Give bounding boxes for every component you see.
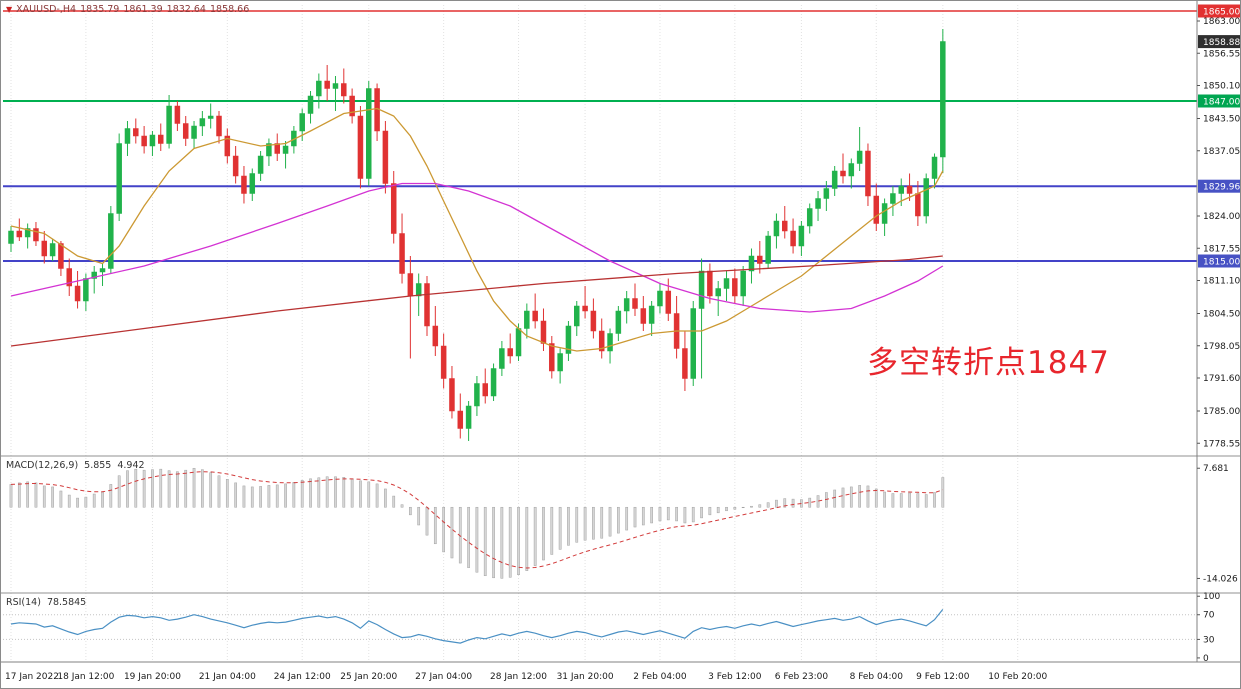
macd-name: MACD(12,26,9)	[6, 460, 79, 471]
svg-text:10 Feb 20:00: 10 Feb 20:00	[988, 672, 1047, 682]
svg-text:1863.00: 1863.00	[1203, 17, 1240, 27]
svg-text:1798.05: 1798.05	[1203, 342, 1240, 352]
svg-text:2 Feb 04:00: 2 Feb 04:00	[633, 672, 687, 682]
high-value: 1861.39	[123, 4, 163, 15]
svg-text:1837.05: 1837.05	[1203, 147, 1240, 157]
svg-text:0: 0	[1203, 654, 1209, 664]
svg-text:8 Feb 04:00: 8 Feb 04:00	[850, 672, 904, 682]
rsi-indicator-label: RSI(14) 78.5845	[6, 597, 92, 608]
annotation-text: 多空转折点1847	[867, 345, 1110, 381]
symbol-timeframe: XAUUSD-,H4	[16, 4, 77, 15]
svg-text:1843.50: 1843.50	[1203, 115, 1240, 125]
svg-text:1778.55: 1778.55	[1203, 439, 1240, 449]
svg-text:1829.96: 1829.96	[1203, 183, 1240, 193]
svg-text:9 Feb 12:00: 9 Feb 12:00	[916, 672, 970, 682]
low-value: 1832.64	[166, 4, 206, 15]
chart-header: ▼ XAUUSD-,H4 1835.79 1861.39 1832.64 1858.66	[6, 4, 253, 15]
svg-text:19 Jan 20:00: 19 Jan 20:00	[124, 672, 181, 682]
svg-text:17 Jan 2022: 17 Jan 2022	[5, 672, 59, 682]
open-value: 1835.79	[80, 4, 120, 15]
svg-text:3 Feb 12:00: 3 Feb 12:00	[708, 672, 762, 682]
svg-text:18 Jan 12:00: 18 Jan 12:00	[57, 672, 114, 682]
svg-text:1811.10: 1811.10	[1203, 277, 1240, 287]
svg-text:1804.50: 1804.50	[1203, 310, 1240, 320]
svg-text:21 Jan 04:00: 21 Jan 04:00	[199, 672, 256, 682]
svg-text:7.681: 7.681	[1203, 464, 1229, 474]
svg-text:24 Jan 12:00: 24 Jan 12:00	[274, 672, 331, 682]
svg-text:6 Feb 23:00: 6 Feb 23:00	[775, 672, 829, 682]
rsi-value: 78.5845	[46, 597, 87, 608]
price-marker-icon: ▼	[6, 5, 13, 14]
svg-text:1856.55: 1856.55	[1203, 49, 1240, 59]
close-value: 1858.66	[209, 4, 250, 15]
svg-text:100: 100	[1203, 592, 1220, 602]
svg-text:1850.10: 1850.10	[1203, 82, 1240, 92]
svg-text:1824.00: 1824.00	[1203, 212, 1240, 222]
svg-text:30: 30	[1203, 635, 1215, 645]
svg-text:27 Jan 04:00: 27 Jan 04:00	[415, 672, 472, 682]
svg-text:31 Jan 20:00: 31 Jan 20:00	[557, 672, 614, 682]
svg-text:25 Jan 20:00: 25 Jan 20:00	[340, 672, 397, 682]
svg-text:1815.00: 1815.00	[1203, 258, 1240, 268]
svg-text:1817.55: 1817.55	[1203, 244, 1240, 254]
macd-main-value: 5.855	[84, 460, 112, 471]
svg-text:-14.026: -14.026	[1203, 574, 1238, 584]
macd-indicator-label: MACD(12,26,9) 5.855 4.942	[6, 460, 151, 471]
svg-text:1847.00: 1847.00	[1203, 98, 1240, 108]
svg-text:1785.00: 1785.00	[1203, 407, 1240, 417]
svg-text:1791.60: 1791.60	[1203, 374, 1240, 384]
svg-text:1858.88: 1858.88	[1203, 38, 1240, 48]
svg-text:70: 70	[1203, 611, 1215, 621]
svg-text:28 Jan 12:00: 28 Jan 12:00	[490, 672, 547, 682]
macd-signal-value: 4.942	[117, 460, 145, 471]
rsi-name: RSI(14)	[6, 597, 41, 608]
svg-text:1865.00: 1865.00	[1203, 8, 1240, 18]
